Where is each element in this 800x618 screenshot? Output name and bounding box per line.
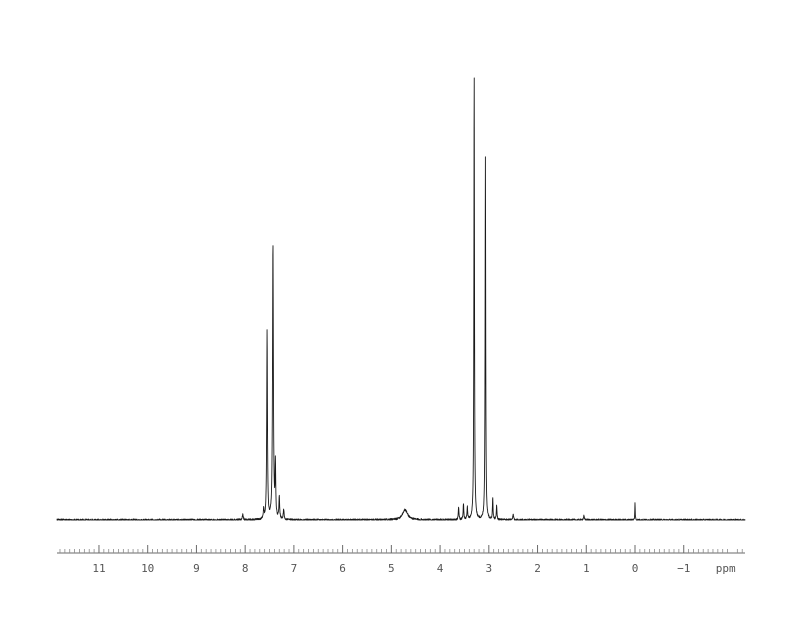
axis-tick-label: 9 bbox=[193, 562, 200, 575]
axis-tick-label: 3 bbox=[485, 562, 492, 575]
axis-tick-label: 7 bbox=[291, 562, 298, 575]
axis-tick-label: 6 bbox=[339, 562, 346, 575]
axis-tick-label: 1 bbox=[583, 562, 590, 575]
axis-tick-label: 0 bbox=[632, 562, 639, 575]
axis-unit-label: ppm bbox=[716, 562, 736, 575]
axis-tick-label: 8 bbox=[242, 562, 249, 575]
axis-tick-label: 2 bbox=[534, 562, 541, 575]
axis-ticks bbox=[59, 545, 743, 553]
axis-tick-label: 5 bbox=[388, 562, 395, 575]
axis-tick-label: −1 bbox=[677, 562, 690, 575]
axis-tick-label: 4 bbox=[437, 562, 444, 575]
spectrum-trace bbox=[56, 77, 746, 521]
axis-tick-label: 11 bbox=[92, 562, 105, 575]
spectrum-trace-group bbox=[56, 77, 746, 521]
axis-tick-label: 10 bbox=[141, 562, 154, 575]
axis-tick-labels: 11 10 9 8 7 6 5 4 3 2 1 0 −1 bbox=[92, 562, 690, 575]
